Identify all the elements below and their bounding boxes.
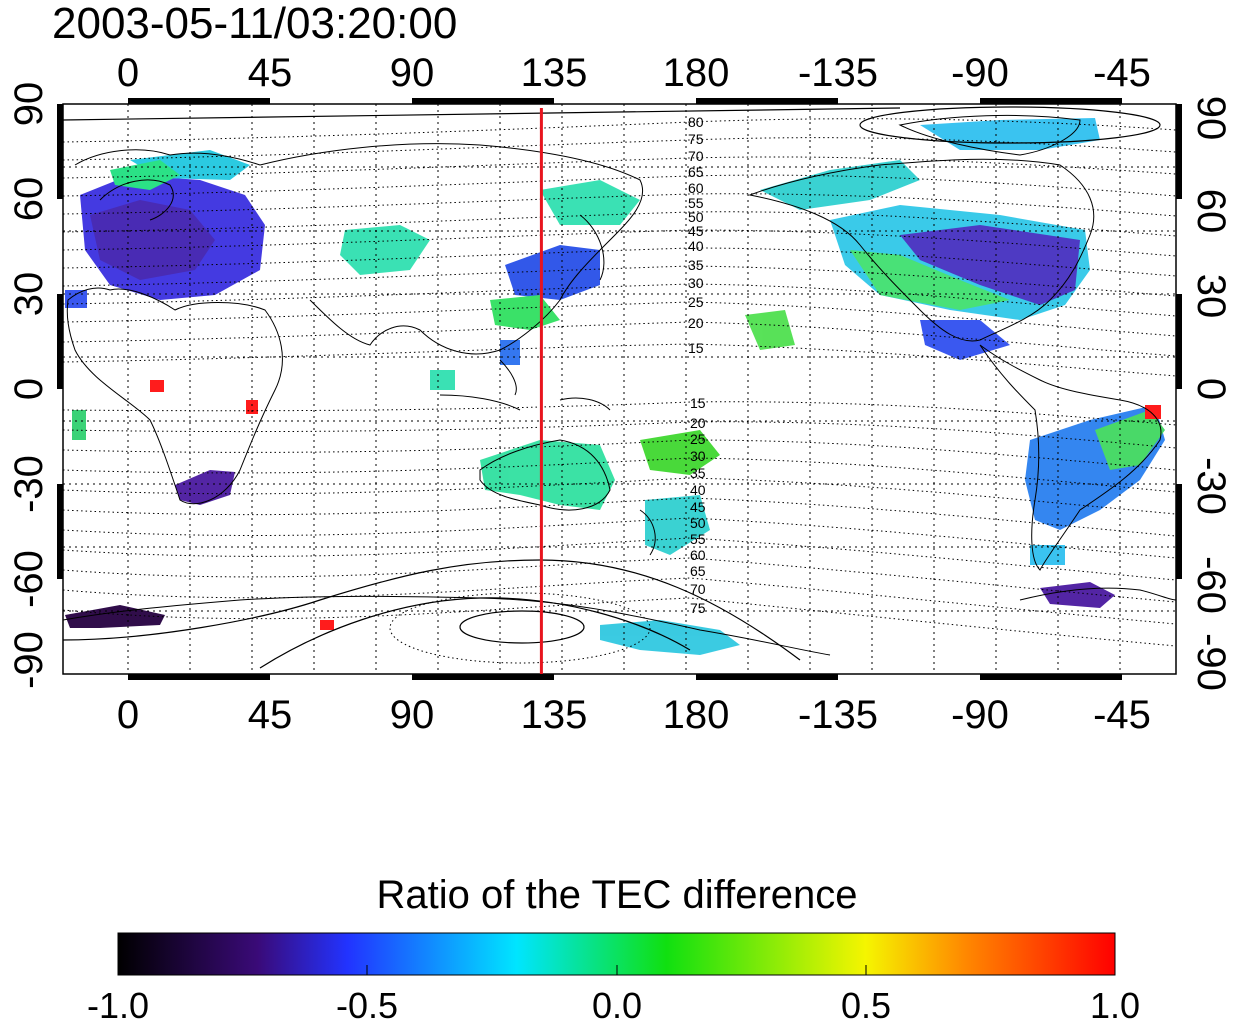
frame-ticks bbox=[57, 98, 1182, 680]
lat-label-left-m60: -60 bbox=[7, 550, 51, 608]
contour-label-s35: 35 bbox=[690, 465, 706, 481]
lat-label-right-30: 30 bbox=[1189, 274, 1233, 319]
lon-axis-bottom: 0 45 90 135 180 -135 -90 -45 bbox=[117, 693, 1151, 737]
contour-label-n25: 25 bbox=[688, 294, 704, 310]
tec-patch-pacific-north bbox=[745, 310, 795, 350]
tec-patch-sea-2 bbox=[430, 370, 455, 390]
lat-label-right-m60: -60 bbox=[1189, 556, 1233, 614]
lon-label-top-90: 90 bbox=[390, 51, 435, 95]
coastlines bbox=[63, 114, 1176, 656]
contour-label-s30: 30 bbox=[690, 448, 706, 464]
lon-label-bottom-m45: -45 bbox=[1093, 693, 1151, 737]
contour-label-s70: 70 bbox=[690, 581, 706, 597]
lat-label-right-m30: -30 bbox=[1189, 457, 1233, 515]
tec-patch-africa-red-1 bbox=[150, 380, 164, 392]
colorbar-title: Ratio of the TEC difference bbox=[376, 873, 857, 917]
lat-label-left-0: 0 bbox=[7, 378, 51, 400]
lat-label-right-m90: -90 bbox=[1189, 633, 1233, 691]
tec-patch-australia bbox=[480, 440, 615, 510]
contour-label-n15: 15 bbox=[688, 340, 704, 356]
lat-label-left-30: 30 bbox=[7, 272, 51, 317]
colorbar-tick-1: 1.0 bbox=[1090, 985, 1140, 1024]
tec-patch-antarctica-west bbox=[65, 605, 165, 628]
tec-patch-japan bbox=[505, 245, 600, 300]
tec-patch-siberia bbox=[540, 180, 640, 225]
contour-label-n55: 55 bbox=[688, 195, 704, 211]
colorbar-tick-m05: -0.5 bbox=[336, 985, 398, 1024]
contour-label-n30: 30 bbox=[688, 275, 704, 291]
lon-label-bottom-m90: -90 bbox=[951, 693, 1009, 737]
tec-patch-sa-red bbox=[1145, 405, 1161, 419]
tec-patch-sa-east bbox=[1095, 410, 1165, 470]
map-panel: 80 75 70 65 60 55 50 45 40 35 30 25 20 1… bbox=[57, 98, 1182, 680]
lon-label-top-m45: -45 bbox=[1093, 51, 1151, 95]
lon-label-bottom-90: 90 bbox=[390, 693, 435, 737]
lat-label-right-0: 0 bbox=[1189, 378, 1233, 400]
colorbar-ticks bbox=[117, 965, 1116, 975]
lat-label-right-60: 60 bbox=[1189, 189, 1233, 234]
tec-patch-na-green bbox=[850, 250, 1010, 310]
tec-patch-sa-south bbox=[1030, 545, 1065, 565]
contour-label-n35: 35 bbox=[688, 257, 704, 273]
tec-patch-south-africa bbox=[175, 470, 235, 505]
lat-label-left-60: 60 bbox=[7, 177, 51, 222]
colorbar: Ratio of the TEC difference -1.0 -0.5 0.… bbox=[87, 873, 1140, 1024]
colorbar-tick-0: 0.0 bbox=[592, 985, 642, 1024]
contour-label-s55: 55 bbox=[690, 531, 706, 547]
tec-patch-africa-west bbox=[72, 410, 86, 440]
lat-label-left-m90: -90 bbox=[7, 631, 51, 689]
colorbar-tick-05: 0.5 bbox=[841, 985, 891, 1024]
tec-patch-iberia bbox=[65, 290, 87, 308]
lon-label-bottom-135: 135 bbox=[521, 693, 588, 737]
magnetic-contours bbox=[63, 118, 1176, 664]
graticule bbox=[63, 104, 1176, 674]
timestamp-title: 2003-05-11/03:20:00 bbox=[52, 0, 457, 48]
tec-patch-antarctica-ross bbox=[600, 620, 740, 655]
lon-label-top-m90: -90 bbox=[951, 51, 1009, 95]
contour-label-n45: 45 bbox=[688, 223, 704, 239]
contour-label-s15: 15 bbox=[690, 395, 706, 411]
lon-axis-top: 0 45 90 135 180 -135 -90 -45 bbox=[117, 51, 1151, 95]
lon-label-bottom-m135: -135 bbox=[798, 693, 878, 737]
lon-label-bottom-180: 180 bbox=[663, 693, 730, 737]
lon-label-top-0: 0 bbox=[117, 51, 139, 95]
lon-label-top-135: 135 bbox=[521, 51, 588, 95]
tec-patch-europe-core bbox=[90, 200, 215, 280]
contour-label-n70: 70 bbox=[688, 148, 704, 164]
contour-label-s45: 45 bbox=[690, 499, 706, 515]
contour-label-n20: 20 bbox=[688, 315, 704, 331]
contour-label-s20: 20 bbox=[690, 415, 706, 431]
tec-patch-pacific-sw bbox=[640, 430, 720, 475]
contour-label-n75: 75 bbox=[688, 131, 704, 147]
tec-patch-alaska bbox=[760, 160, 920, 210]
lon-label-top-180: 180 bbox=[663, 51, 730, 95]
contour-label-s60: 60 bbox=[690, 547, 706, 563]
contour-label-s75: 75 bbox=[690, 600, 706, 616]
lon-label-bottom-45: 45 bbox=[248, 693, 293, 737]
contour-label-n40: 40 bbox=[688, 238, 704, 254]
contour-label-s50: 50 bbox=[690, 515, 706, 531]
contour-label-n60: 60 bbox=[688, 180, 704, 196]
lon-label-top-45: 45 bbox=[248, 51, 293, 95]
tec-patch-antarctica-red bbox=[320, 620, 334, 630]
lat-label-left-90: 90 bbox=[7, 82, 51, 127]
contour-labels: 80 75 70 65 60 55 50 45 40 35 30 25 20 1… bbox=[688, 114, 706, 616]
contour-label-n65: 65 bbox=[688, 164, 704, 180]
lat-axis-left: 90 60 30 0 -30 -60 -90 bbox=[7, 82, 51, 689]
contour-label-s25: 25 bbox=[690, 431, 706, 447]
contour-label-s40: 40 bbox=[690, 482, 706, 498]
map-frame bbox=[62, 103, 1177, 675]
lon-label-bottom-0: 0 bbox=[117, 693, 139, 737]
lat-label-left-m30: -30 bbox=[7, 455, 51, 513]
contour-label-n50: 50 bbox=[688, 209, 704, 225]
colorbar-tick-m1: -1.0 bbox=[87, 985, 149, 1024]
contour-label-n80: 80 bbox=[688, 114, 704, 130]
tec-patch-central-asia bbox=[340, 225, 430, 275]
lon-label-top-m135: -135 bbox=[798, 51, 878, 95]
tec-patch-sea-1 bbox=[500, 340, 520, 365]
lat-axis-right: 90 60 30 0 -30 -60 -90 bbox=[1189, 96, 1233, 691]
lat-label-right-90: 90 bbox=[1189, 96, 1233, 141]
contour-label-s65: 65 bbox=[690, 563, 706, 579]
